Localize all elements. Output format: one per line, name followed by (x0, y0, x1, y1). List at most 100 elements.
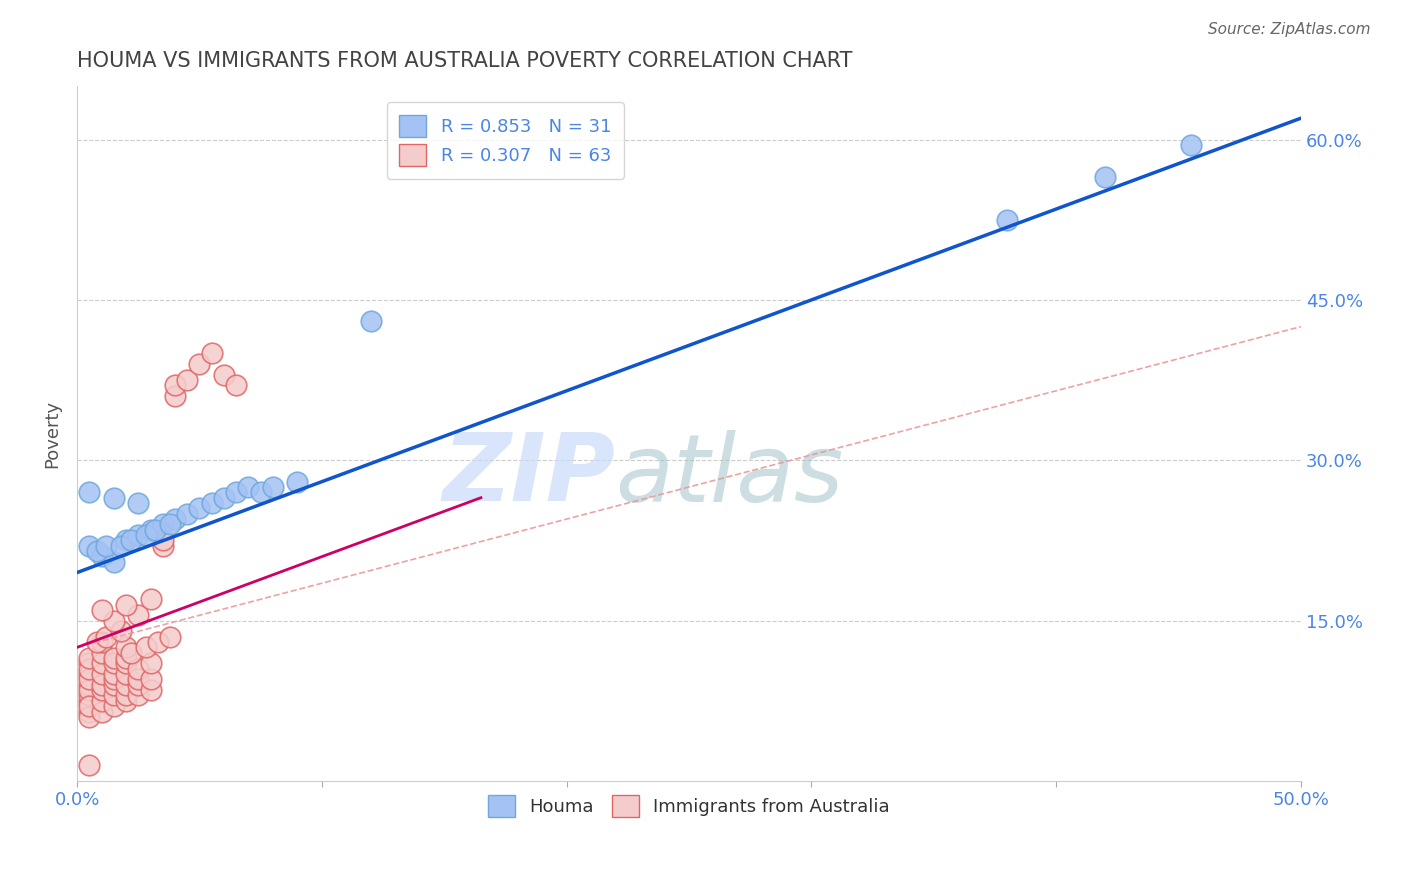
Point (152, 539, 174, 553)
Point (127, 689, 149, 703)
Point (225, 378, 247, 392)
Text: HOUMA VS IMMIGRANTS FROM AUSTRALIA POVERTY CORRELATION CHART: HOUMA VS IMMIGRANTS FROM AUSTRALIA POVER… (77, 51, 852, 70)
Point (176, 507, 198, 521)
Point (103, 555, 125, 569)
Point (90, 694, 112, 708)
Point (103, 678, 125, 692)
Point (1180, 137, 1202, 152)
Point (127, 496, 149, 510)
Point (90, 667, 112, 681)
Point (262, 480, 284, 494)
Point (115, 657, 138, 671)
Point (79, 699, 101, 714)
Point (79, 683, 101, 698)
Point (86, 544, 108, 558)
Point (135, 528, 157, 542)
Point (146, 635, 169, 649)
Point (90, 549, 112, 564)
Point (86, 635, 108, 649)
Point (287, 475, 309, 489)
Text: Source: ZipAtlas.com: Source: ZipAtlas.com (1208, 22, 1371, 37)
Point (139, 592, 162, 607)
Point (159, 630, 181, 644)
Point (176, 373, 198, 387)
Point (90, 705, 112, 719)
Point (103, 699, 125, 714)
Point (79, 678, 101, 692)
Legend: Houma, Immigrants from Australia: Houma, Immigrants from Australia (481, 788, 897, 824)
Point (79, 651, 101, 665)
Point (115, 678, 138, 692)
Point (79, 667, 101, 681)
Point (103, 689, 125, 703)
Point (90, 683, 112, 698)
Text: atlas: atlas (616, 430, 844, 521)
Point (120, 646, 142, 660)
Point (127, 662, 149, 676)
Point (152, 517, 174, 532)
Point (79, 673, 101, 687)
Point (163, 512, 186, 526)
Text: ZIP: ZIP (443, 429, 616, 521)
Point (79, 694, 101, 708)
Point (139, 683, 162, 698)
Point (103, 651, 125, 665)
Point (115, 667, 138, 681)
Point (103, 673, 125, 687)
Point (115, 533, 138, 548)
Point (79, 539, 101, 553)
Point (1094, 169, 1116, 184)
Point (360, 314, 382, 328)
Y-axis label: Poverty: Poverty (44, 400, 60, 467)
Point (115, 651, 138, 665)
Point (135, 640, 157, 655)
Point (115, 689, 138, 703)
Point (163, 389, 186, 403)
Point (225, 485, 247, 500)
Point (163, 378, 186, 392)
Point (79, 662, 101, 676)
Point (127, 608, 149, 623)
Point (238, 480, 260, 494)
Point (90, 657, 112, 671)
Point (201, 346, 224, 360)
Point (188, 501, 211, 516)
Point (103, 614, 125, 628)
Point (139, 657, 162, 671)
Point (90, 646, 112, 660)
Point (145, 523, 167, 537)
Point (110, 539, 132, 553)
Point (96, 539, 118, 553)
Point (212, 491, 235, 505)
Point (188, 357, 211, 371)
Point (152, 533, 174, 548)
Point (79, 657, 101, 671)
Point (79, 485, 101, 500)
Point (103, 491, 125, 505)
Point (79, 758, 101, 772)
Point (127, 678, 149, 692)
Point (103, 667, 125, 681)
Point (201, 496, 224, 510)
Point (115, 640, 138, 655)
Point (90, 678, 112, 692)
Point (139, 673, 162, 687)
Point (249, 485, 271, 500)
Point (79, 710, 101, 724)
Point (103, 657, 125, 671)
Point (995, 212, 1018, 227)
Point (159, 517, 181, 532)
Point (212, 368, 235, 382)
Point (127, 528, 149, 542)
Point (120, 533, 142, 548)
Point (96, 630, 118, 644)
Point (139, 523, 162, 537)
Point (127, 673, 149, 687)
Point (110, 624, 132, 639)
Point (90, 635, 112, 649)
Point (90, 603, 112, 617)
Point (115, 598, 138, 612)
Point (79, 705, 101, 719)
Point (79, 689, 101, 703)
Point (115, 694, 138, 708)
